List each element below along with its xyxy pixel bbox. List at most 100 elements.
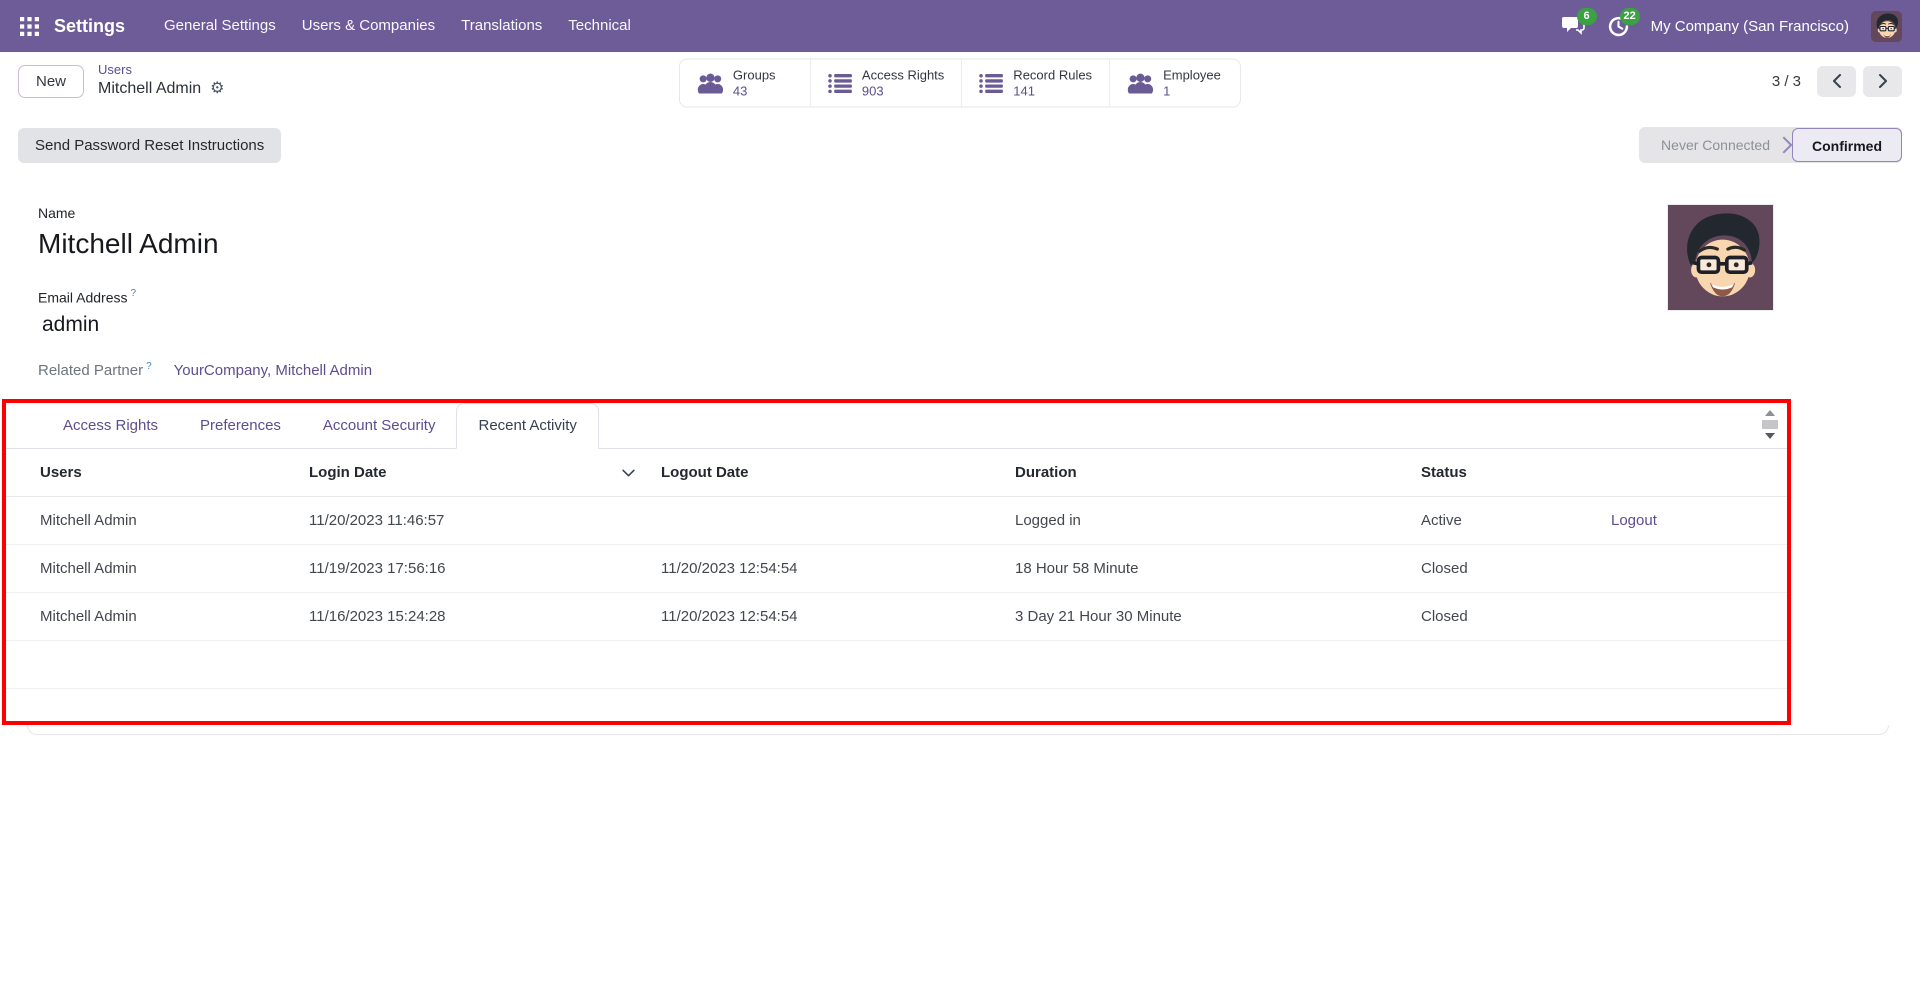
users-icon xyxy=(697,73,724,94)
table-row[interactable]: Mitchell Admin 11/19/2023 17:56:16 11/20… xyxy=(6,544,1787,593)
stat-button-groups[interactable]: Groups 43 xyxy=(680,59,811,107)
recent-activity-table: Users Login Date Logout Date Duration St… xyxy=(6,449,1787,736)
stat-value: 903 xyxy=(861,83,884,99)
cell-user[interactable]: Mitchell Admin xyxy=(6,496,308,545)
stat-label: Groups xyxy=(732,67,776,83)
control-panel: New Users Mitchell Admin ⚙ Groups 43 xyxy=(0,52,1920,110)
stat-buttons: Groups 43 Access Rights 903 xyxy=(678,58,1242,108)
messages-menu[interactable]: 6 xyxy=(1561,8,1597,36)
name-label: Name xyxy=(38,205,76,221)
pager: 3 / 3 xyxy=(1771,65,1902,97)
cell-status[interactable]: Closed xyxy=(1420,544,1610,593)
notebook-tabs: Access Rights Preferences Account Securi… xyxy=(6,403,1787,449)
column-header-duration[interactable]: Duration xyxy=(1014,449,1420,497)
list-icon xyxy=(979,74,1004,94)
column-header-login-date[interactable]: Login Date xyxy=(308,449,660,497)
stat-button-access-rights[interactable]: Access Rights 903 xyxy=(811,59,963,107)
cell-login[interactable]: 11/16/2023 15:24:28 xyxy=(308,592,660,641)
stat-button-record-rules[interactable]: Record Rules 141 xyxy=(962,59,1111,107)
list-scrollbar[interactable] xyxy=(1762,410,1778,439)
column-header-logout-date[interactable]: Logout Date xyxy=(660,449,1014,497)
send-password-reset-button[interactable]: Send Password Reset Instructions xyxy=(18,127,282,163)
annotated-notebook-region: Access Rights Preferences Account Securi… xyxy=(2,399,1791,725)
scroll-thumb[interactable] xyxy=(1762,420,1778,429)
related-partner-link[interactable]: YourCompany, Mitchell Admin xyxy=(173,362,373,380)
nav-item-technical[interactable]: Technical xyxy=(568,17,631,34)
form-sheet: Send Password Reset Instructions Never C… xyxy=(0,110,1920,379)
cell-user[interactable]: Mitchell Admin xyxy=(6,592,308,641)
cell-login[interactable]: 11/19/2023 17:56:16 xyxy=(308,544,660,593)
related-partner-label: Related Partner? xyxy=(38,361,152,380)
top-navbar: Settings General Settings Users & Compan… xyxy=(0,0,1920,52)
list-icon xyxy=(828,74,852,94)
nav-item-general-settings[interactable]: General Settings xyxy=(164,17,276,34)
sort-chevron-down-icon xyxy=(622,469,635,476)
pager-next-button[interactable] xyxy=(1863,65,1902,97)
app-name[interactable]: Settings xyxy=(54,15,126,36)
column-header-status[interactable]: Status xyxy=(1420,449,1610,497)
chevron-right-icon xyxy=(1878,74,1887,88)
email-field[interactable]: admin xyxy=(42,313,100,337)
record-title: Mitchell Admin xyxy=(98,80,202,98)
nav-item-users-companies[interactable]: Users & Companies xyxy=(301,17,436,34)
logout-action-link[interactable]: Logout xyxy=(1611,512,1657,529)
pager-previous-button[interactable] xyxy=(1817,65,1856,97)
apps-grid-icon[interactable] xyxy=(18,15,40,37)
breadcrumb-parent-users[interactable]: Users xyxy=(98,62,132,78)
breadcrumb-current: Mitchell Admin ⚙ xyxy=(98,79,225,100)
cell-status[interactable]: Active xyxy=(1420,496,1610,545)
tab-preferences[interactable]: Preferences xyxy=(200,417,281,434)
tab-access-rights[interactable]: Access Rights xyxy=(63,417,159,434)
help-icon[interactable]: ? xyxy=(146,361,152,373)
cell-logout-date[interactable]: 11/20/2023 12:54:54 xyxy=(660,592,1014,641)
scroll-down-icon[interactable] xyxy=(1765,433,1775,439)
cell-duration[interactable]: 18 Hour 58 Minute xyxy=(1014,544,1420,593)
activities-badge: 22 xyxy=(1619,7,1640,25)
stat-value: 1 xyxy=(1163,83,1171,99)
stat-label: Record Rules xyxy=(1013,67,1093,83)
cell-login[interactable]: 11/20/2023 11:46:57 xyxy=(308,496,660,545)
new-button[interactable]: New xyxy=(18,64,85,98)
table-row[interactable]: Mitchell Admin 11/16/2023 15:24:28 11/20… xyxy=(6,592,1787,641)
column-header-action xyxy=(1610,449,1787,497)
user-avatar-small[interactable] xyxy=(1871,10,1902,42)
table-header-row: Users Login Date Logout Date Duration St… xyxy=(6,449,1787,497)
tab-recent-activity[interactable]: Recent Activity xyxy=(456,403,599,449)
table-row[interactable]: Mitchell Admin 11/20/2023 11:46:57 Logge… xyxy=(6,496,1787,545)
stat-button-employee[interactable]: Employee 1 xyxy=(1110,60,1240,107)
status-never-connected[interactable]: Never Connected xyxy=(1661,137,1770,153)
name-field[interactable]: Mitchell Admin xyxy=(38,228,219,259)
cell-logout-date[interactable]: 11/20/2023 12:54:54 xyxy=(660,544,1014,593)
pager-value: 3 / 3 xyxy=(1771,72,1801,90)
cell-logout-date[interactable] xyxy=(660,496,1014,545)
stat-value: 43 xyxy=(732,83,748,99)
breadcrumb: Users Mitchell Admin ⚙ xyxy=(98,62,225,100)
cell-duration[interactable]: Logged in xyxy=(1014,496,1420,545)
scroll-up-icon[interactable] xyxy=(1765,410,1775,416)
nav-item-translations[interactable]: Translations xyxy=(461,17,543,34)
email-label: Email Address xyxy=(38,289,128,306)
breadcrumb-area: New Users Mitchell Admin ⚙ xyxy=(18,62,225,100)
stat-label: Access Rights xyxy=(861,67,945,83)
column-header-users[interactable]: Users xyxy=(6,449,308,497)
form-button-row: Send Password Reset Instructions Never C… xyxy=(18,127,1902,163)
cell-status[interactable]: Closed xyxy=(1420,592,1610,641)
status-confirmed[interactable]: Confirmed xyxy=(1792,128,1902,162)
tab-account-security[interactable]: Account Security xyxy=(322,417,436,434)
stat-label: Employee xyxy=(1163,67,1221,83)
form-fields: Name Mitchell Admin Email Address? admin… xyxy=(38,205,1902,379)
navbar-right: 6 22 My Company (San Francisco) xyxy=(1561,7,1902,42)
users-icon xyxy=(1127,73,1154,94)
messages-badge: 6 xyxy=(1576,8,1597,25)
sheet-bottom-edge xyxy=(27,725,1889,735)
gear-icon[interactable]: ⚙ xyxy=(210,80,225,98)
activities-menu[interactable]: 22 xyxy=(1608,7,1640,37)
cell-duration[interactable]: 3 Day 21 Hour 30 Minute xyxy=(1014,592,1420,641)
cell-user[interactable]: Mitchell Admin xyxy=(6,544,308,593)
stat-value: 141 xyxy=(1013,83,1036,99)
empty-row xyxy=(6,640,1787,689)
help-icon[interactable]: ? xyxy=(130,288,137,299)
statusbar: Never Connected Confirmed xyxy=(1639,127,1902,163)
profile-image[interactable] xyxy=(1666,203,1775,312)
company-menu[interactable]: My Company (San Francisco) xyxy=(1650,17,1849,35)
